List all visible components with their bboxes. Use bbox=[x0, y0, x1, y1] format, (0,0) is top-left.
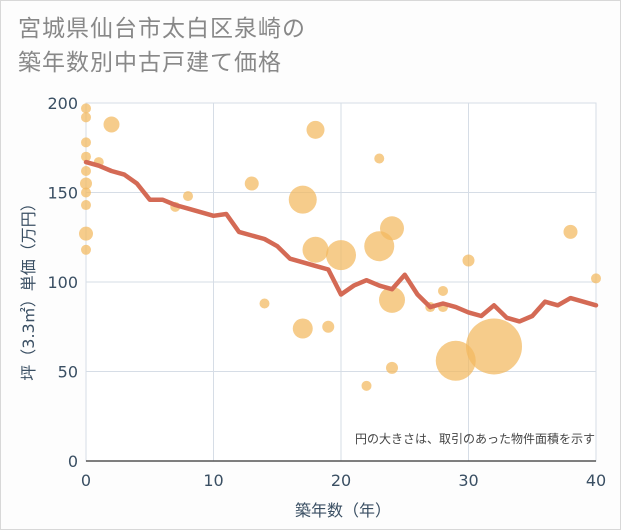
x-tick-label: 10 bbox=[203, 471, 223, 490]
y-axis-label: 坪（3.3㎡）単価（万円） bbox=[19, 195, 38, 380]
size-legend-note: 円の大きさは、取引のあった物件面積を示す bbox=[354, 432, 595, 446]
bubble-point bbox=[374, 153, 385, 164]
x-tick-label: 0 bbox=[81, 471, 91, 490]
bubble-point bbox=[466, 318, 522, 375]
average-price-line bbox=[83, 159, 599, 324]
bubble-series bbox=[79, 103, 601, 391]
chart-title-line1: 宮城県仙台市太白区泉崎の bbox=[18, 16, 306, 42]
bubble-point bbox=[81, 112, 91, 123]
bubble-point bbox=[81, 137, 91, 148]
bubble-point bbox=[81, 187, 91, 198]
bubble-point bbox=[103, 116, 120, 133]
bubble-point bbox=[322, 320, 335, 333]
chart-title: 宮城県仙台市太白区泉崎の 築年数別中古戸建て価格 bbox=[18, 12, 306, 80]
average-line-series bbox=[83, 159, 599, 324]
grid-lines bbox=[85, 102, 597, 462]
x-tick-label: 40 bbox=[586, 471, 606, 490]
bubble-point bbox=[81, 200, 91, 211]
bubble-point bbox=[386, 361, 398, 374]
bubble-point bbox=[81, 103, 91, 114]
bubble-point bbox=[591, 273, 601, 284]
bubble-point bbox=[81, 166, 91, 177]
y-tick-label: 100 bbox=[47, 273, 78, 292]
bubble-point bbox=[302, 236, 329, 263]
bubble-point bbox=[438, 285, 448, 296]
bubble-point bbox=[80, 177, 92, 190]
bubble-point bbox=[81, 151, 91, 162]
x-axis-label: 築年数（年） bbox=[295, 501, 391, 520]
x-tick-label: 30 bbox=[458, 471, 478, 490]
bubble-point bbox=[288, 185, 317, 214]
bubble-point bbox=[183, 191, 193, 202]
y-tick-label: 50 bbox=[58, 363, 78, 382]
y-tick-label: 150 bbox=[47, 184, 78, 203]
y-tick-label: 200 bbox=[47, 94, 78, 113]
chart-title-line2: 築年数別中古戸建て価格 bbox=[18, 50, 282, 76]
bubble-point bbox=[244, 176, 259, 191]
x-tick-label: 20 bbox=[331, 471, 351, 490]
bubble-point bbox=[81, 244, 91, 255]
bubble-point bbox=[259, 298, 270, 309]
y-tick-label: 0 bbox=[68, 452, 78, 471]
bubble-point bbox=[462, 254, 475, 267]
bubble-point bbox=[563, 224, 578, 239]
bubble-point bbox=[79, 226, 93, 241]
bubble-point bbox=[306, 120, 325, 139]
bubble-point bbox=[380, 216, 404, 241]
axes: 0 50 100 150 200 0 10 20 30 40 bbox=[47, 94, 606, 490]
bubble-point bbox=[326, 240, 356, 271]
bubble-point bbox=[379, 286, 405, 313]
bubble-point bbox=[435, 340, 476, 381]
bubble-point bbox=[292, 318, 313, 339]
bubble-point bbox=[361, 380, 372, 391]
